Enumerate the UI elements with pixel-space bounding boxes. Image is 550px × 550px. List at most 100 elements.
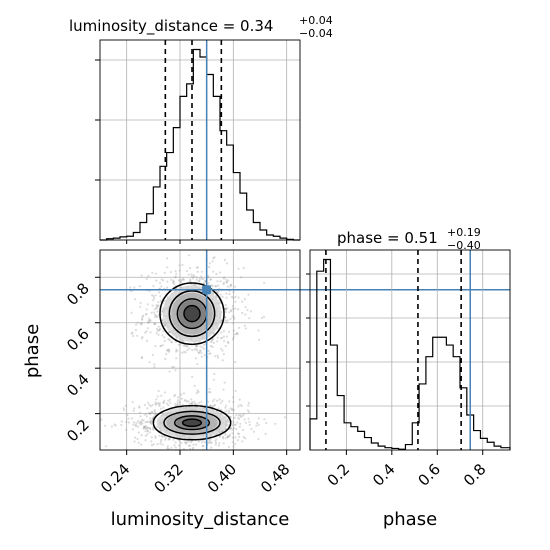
scatter-point	[160, 278, 163, 281]
scatter-point	[134, 298, 137, 301]
scatter-point	[190, 402, 194, 405]
histogram-step	[100, 48, 300, 241]
scatter-point	[235, 414, 238, 417]
y-tick-label: 0.8	[63, 279, 93, 309]
scatter-point	[166, 348, 169, 351]
scatter-point	[182, 278, 185, 281]
title-ld-minus: −0.04	[299, 27, 333, 40]
scatter-point	[155, 304, 158, 307]
scatter-point	[180, 393, 183, 396]
scatter-point	[224, 308, 227, 311]
scatter-point	[232, 427, 235, 430]
scatter-point	[225, 296, 228, 299]
scatter-point	[243, 418, 246, 421]
scatter-point	[221, 349, 224, 352]
scatter-point	[146, 427, 149, 430]
scatter-point	[219, 301, 222, 304]
scatter-point	[185, 441, 188, 444]
scatter-point	[236, 439, 239, 442]
scatter-point	[174, 276, 177, 279]
scatter-point	[224, 406, 227, 409]
scatter-point	[240, 404, 243, 407]
x-tick-label: 0.48	[257, 460, 293, 496]
scatter-point	[140, 337, 143, 340]
scatter-point	[229, 427, 232, 430]
scatter-point	[130, 332, 133, 335]
hist-luminosity-distance-panel	[95, 39, 301, 244]
scatter-point	[208, 262, 211, 265]
scatter-point	[217, 284, 220, 287]
scatter-point	[187, 444, 190, 447]
scatter-point	[164, 438, 167, 441]
scatter-point	[125, 420, 128, 423]
scatter-point	[229, 415, 232, 418]
contour-1-1	[173, 415, 211, 431]
scatter-point	[176, 401, 179, 404]
scatter-point	[228, 400, 231, 403]
scatter-point	[211, 405, 215, 408]
scatter-point	[211, 284, 214, 287]
scatter-point	[213, 404, 216, 407]
scatter-point	[231, 305, 234, 308]
x-tick-label: 0.6	[415, 460, 445, 490]
scatter-point	[140, 322, 143, 325]
scatter-point	[156, 310, 159, 313]
scatter-point	[229, 285, 232, 288]
scatter-point	[207, 438, 210, 441]
scatter-point	[241, 311, 244, 315]
scatter-point	[173, 395, 176, 398]
scatter-point	[283, 416, 286, 419]
scatter-point	[137, 441, 140, 444]
scatter-point	[257, 437, 260, 441]
scatter-point	[239, 403, 242, 406]
scatter-point	[153, 313, 157, 316]
scatter-point	[151, 416, 154, 419]
scatter-point	[129, 286, 132, 289]
scatter-point	[228, 435, 231, 438]
scatter-point	[231, 424, 234, 427]
scatter-point	[186, 345, 189, 348]
scatter-point	[238, 398, 241, 401]
scatter-point	[172, 279, 175, 282]
y-tick-label: 0.4	[63, 370, 93, 400]
scatter-point	[260, 316, 264, 320]
scatter-point	[236, 432, 240, 435]
scatter-point	[220, 320, 223, 323]
scatter-point	[243, 298, 247, 301]
scatter-point	[242, 266, 245, 270]
scatter-point	[192, 274, 195, 277]
scatter-point	[155, 398, 158, 401]
scatter-point	[148, 320, 151, 323]
scatter-point	[131, 428, 134, 431]
scatter-point	[193, 402, 196, 405]
scatter-point	[143, 425, 146, 428]
scatter-point	[209, 404, 212, 407]
scatter-point	[222, 283, 225, 286]
scatter-point	[216, 356, 220, 359]
scatter-point	[181, 351, 184, 354]
scatter-point	[154, 322, 157, 325]
contour-1-0	[181, 418, 203, 428]
scatter-point	[153, 363, 156, 366]
scatter-point	[196, 270, 199, 273]
scatter-point	[161, 319, 164, 322]
scatter-point	[131, 417, 134, 420]
density-2d-content	[100, 250, 300, 453]
scatter-point	[248, 423, 251, 426]
scatter-point	[231, 432, 234, 435]
scatter-point	[181, 263, 184, 267]
scatter-point	[160, 344, 163, 347]
scatter-point	[238, 435, 241, 438]
scatter-point	[141, 418, 144, 422]
scatter-point	[237, 417, 240, 421]
scatter-point	[144, 430, 147, 433]
scatter-point	[149, 417, 152, 420]
scatter-point	[252, 430, 255, 433]
scatter-point	[218, 451, 220, 453]
scatter-point	[154, 316, 157, 319]
scatter-point	[202, 278, 205, 281]
scatter-point	[193, 275, 196, 278]
scatter-point	[193, 348, 196, 351]
scatter-point	[163, 271, 166, 274]
scatter-point	[239, 422, 242, 425]
